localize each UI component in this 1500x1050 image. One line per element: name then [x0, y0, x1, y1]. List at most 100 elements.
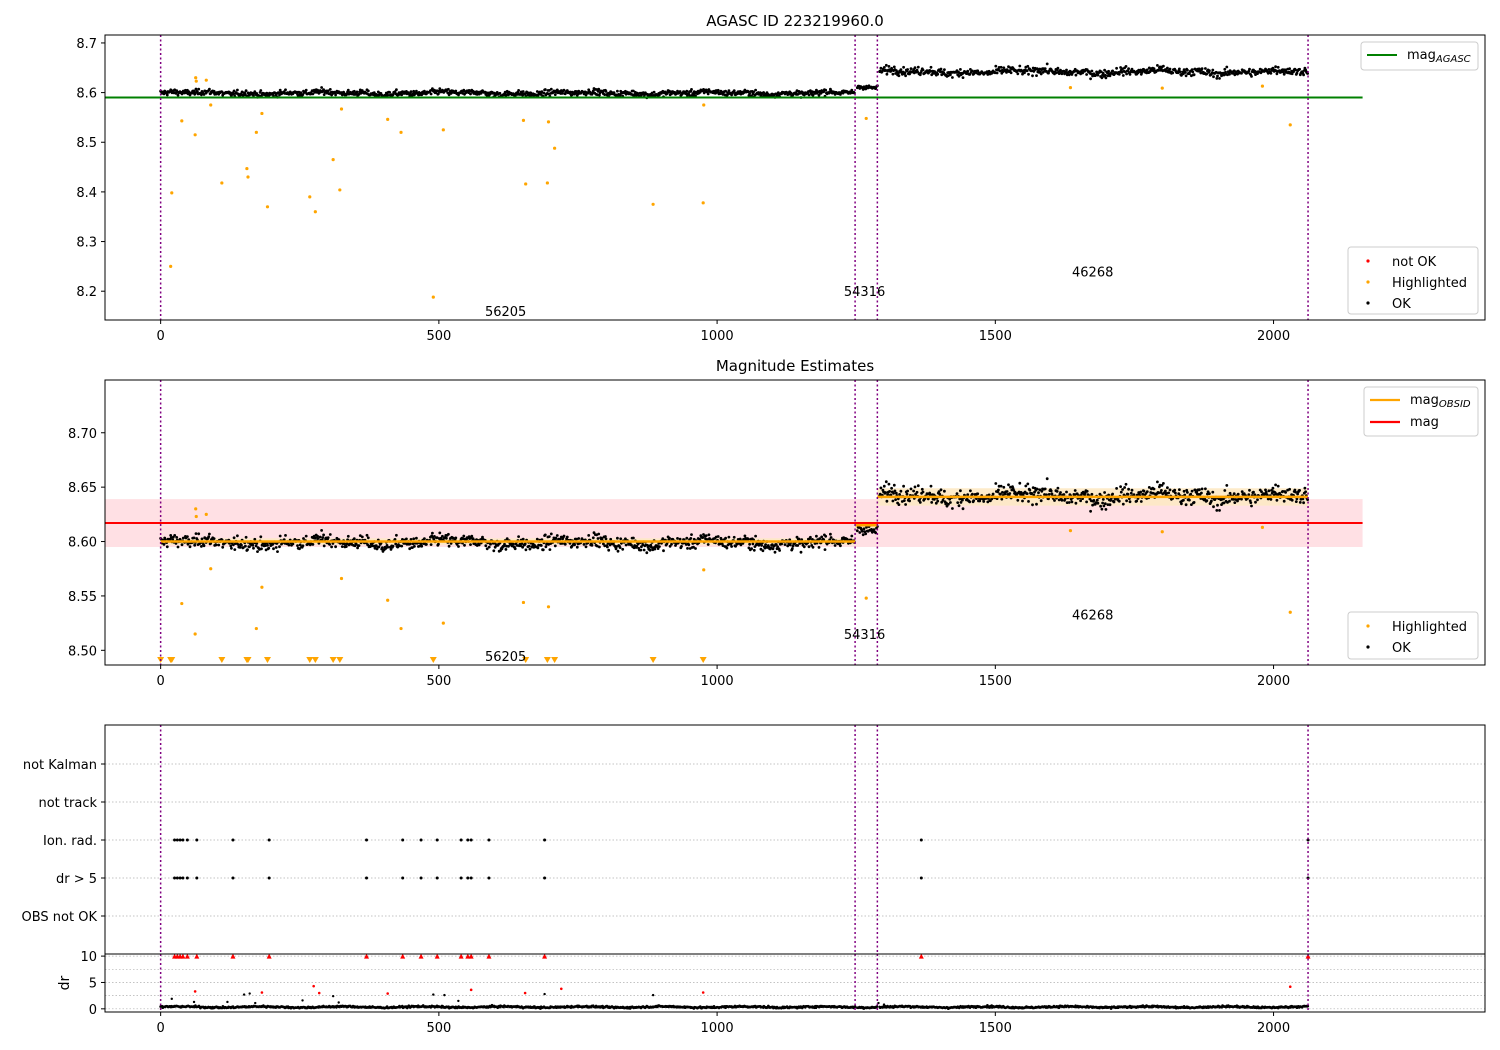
ok-point: [694, 547, 697, 550]
ok-point: [732, 535, 736, 539]
ok-point: [648, 548, 652, 552]
ok-point: [1070, 500, 1074, 504]
ok-point: [921, 68, 925, 72]
ok-point: [1016, 72, 1020, 76]
y-tick-label: 8.70: [68, 427, 97, 442]
ok-point: [1147, 66, 1151, 70]
ok-point: [957, 504, 961, 508]
ok-point: [959, 501, 963, 504]
ok-point: [668, 536, 671, 540]
ok-point: [521, 537, 525, 541]
ok-point: [949, 501, 952, 504]
ok-point: [1264, 488, 1267, 492]
ok-point: [267, 546, 271, 550]
ok-point: [563, 542, 567, 546]
ok-point: [447, 544, 451, 548]
ok-point: [596, 537, 600, 540]
ok-point: [595, 93, 599, 97]
ok-point: [1152, 67, 1156, 70]
ok-point: [311, 543, 315, 546]
ok-point: [524, 548, 528, 552]
highlighted-point: [170, 191, 174, 195]
ok-point: [346, 534, 350, 538]
ok-point: [1129, 491, 1133, 495]
ok-point: [951, 76, 954, 79]
ok-point: [775, 547, 779, 551]
ok-point: [326, 536, 330, 539]
ok-point: [322, 544, 326, 548]
ok-point: [554, 536, 558, 540]
ok-point: [238, 546, 242, 549]
legend-line-label: mag: [1410, 415, 1439, 430]
ok-point: [212, 537, 216, 540]
ok-point: [264, 548, 268, 552]
ok-point: [1027, 500, 1030, 503]
x-tick-label: 1500: [979, 329, 1012, 344]
ok-point: [1117, 499, 1121, 503]
highlighted-point: [308, 195, 312, 199]
ok-point: [1121, 502, 1125, 506]
ok-point: [961, 498, 964, 502]
ok-point: [575, 545, 579, 549]
x-tick-label: 500: [426, 674, 451, 689]
flag-point: [469, 876, 473, 880]
ok-point: [1298, 67, 1301, 71]
ok-point: [618, 94, 622, 97]
ok-point: [470, 534, 474, 538]
ok-point: [549, 87, 553, 91]
ok-point: [621, 547, 625, 551]
ok-point: [1178, 488, 1181, 491]
ok-point: [322, 533, 325, 537]
highlighted-point: [702, 103, 706, 107]
flag-point: [185, 876, 189, 880]
ok-point: [242, 546, 245, 549]
ok-point: [291, 542, 295, 546]
flag-point: [267, 876, 271, 880]
ok-point: [437, 92, 440, 96]
x-tick-label: 0: [157, 329, 165, 344]
ok-point: [396, 545, 400, 549]
ok-point: [1184, 71, 1187, 74]
ok-point: [884, 480, 888, 484]
ok-point: [948, 497, 952, 501]
ok-point: [1100, 507, 1104, 511]
ok-point: [1275, 498, 1279, 502]
ok-point: [1215, 509, 1219, 512]
ok-point: [1037, 491, 1040, 495]
ok-point: [517, 535, 520, 538]
ok-point: [1222, 497, 1225, 501]
ok-point: [1210, 499, 1213, 503]
ok-point: [543, 88, 547, 91]
ok-point: [193, 543, 197, 547]
ok-point: [322, 88, 325, 91]
ok-point: [957, 74, 961, 78]
ok-point: [1178, 70, 1182, 73]
ok-point: [1119, 66, 1122, 69]
ok-point: [301, 544, 305, 548]
ok-point: [833, 544, 837, 547]
ok-point: [391, 544, 395, 548]
ok-point: [994, 482, 998, 485]
ok-point: [393, 538, 397, 541]
ok-point: [181, 536, 185, 540]
ok-point: [706, 92, 710, 96]
ok-point: [661, 537, 665, 540]
ok-point: [296, 544, 299, 547]
ok-point: [1030, 492, 1034, 495]
ok-point: [913, 66, 917, 70]
ok-point: [1203, 497, 1207, 501]
ok-point: [906, 489, 909, 493]
x-tick-label: 2000: [1257, 329, 1290, 344]
ok-point: [1294, 500, 1298, 503]
ok-point: [454, 89, 458, 93]
ok-point: [754, 88, 757, 92]
ok-point: [759, 547, 763, 551]
ok-point: [1018, 481, 1022, 485]
ok-point: [1208, 492, 1211, 495]
obsid-label: 54316: [844, 285, 885, 300]
ok-point: [1038, 488, 1042, 492]
ok-point: [616, 549, 620, 553]
highlighted-point: [431, 295, 435, 299]
ok-point: [1126, 69, 1130, 73]
